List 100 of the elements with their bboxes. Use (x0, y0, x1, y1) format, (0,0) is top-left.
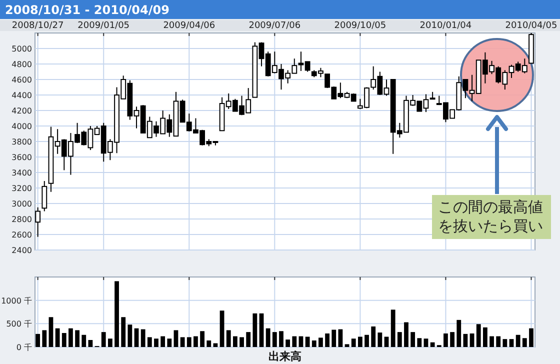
x-tick-label: 2009/01/05 (78, 21, 130, 31)
bar (529, 328, 534, 347)
y-tick-label: 1000 千 (1, 296, 32, 306)
y-tick-label: 2800 (12, 215, 32, 224)
y-tick-label: 3600 (12, 153, 32, 162)
bar (351, 338, 356, 347)
bar (36, 334, 40, 347)
bar (286, 340, 290, 347)
bar (312, 340, 316, 347)
bar (200, 331, 204, 347)
bar (114, 281, 119, 347)
bar (82, 334, 86, 347)
bar (134, 328, 139, 347)
bar (463, 334, 468, 347)
bar (108, 338, 112, 347)
bar (305, 336, 310, 347)
y-tick-label: 5000 (12, 44, 32, 54)
y-tick-label: 4800 (12, 60, 32, 69)
bar (371, 326, 376, 347)
bar (206, 340, 212, 347)
bar (292, 336, 297, 347)
bar (397, 332, 402, 347)
bar (378, 332, 382, 347)
bar (332, 330, 336, 347)
bar (417, 338, 422, 347)
x-tick-label: 2010/01/04 (420, 21, 472, 31)
x-axis-title: 出来高 (268, 350, 302, 363)
bar (450, 332, 454, 347)
y-tick-label: 0 千 (16, 343, 32, 352)
x-tick-label: 2009/07/06 (248, 21, 301, 31)
y-tick-label: 3400 (12, 168, 32, 178)
bar (121, 317, 126, 347)
x-tick-label: 2010/04/05 (505, 21, 558, 31)
bar (55, 328, 60, 347)
bar (246, 332, 251, 347)
bar (272, 332, 277, 347)
bar (259, 313, 264, 347)
y-tick-label: 3800 (12, 138, 32, 146)
x-tick-label: 2009/10/05 (334, 21, 386, 31)
bar (154, 338, 158, 347)
bar (364, 334, 369, 347)
bar (147, 337, 152, 347)
bar (140, 329, 146, 347)
bar (470, 333, 474, 347)
x-tick-label: 2009/04/06 (163, 21, 216, 31)
y-tick-label: 2600 (12, 230, 32, 240)
bar (186, 337, 192, 347)
bar (325, 333, 330, 347)
bar (68, 328, 73, 347)
bar (48, 317, 54, 347)
bar (358, 336, 362, 347)
y-tick-label: 3200 (12, 184, 32, 193)
bar (344, 344, 350, 347)
bar (390, 310, 396, 347)
bar (174, 330, 178, 347)
candlestick (42, 180, 48, 212)
y-tick-label: 4400 (12, 91, 32, 100)
bar (252, 313, 258, 347)
bar (194, 336, 198, 347)
bar (266, 328, 270, 347)
y-tick-label: 4200 (12, 106, 32, 116)
bar (240, 337, 244, 347)
y-tick-label: 4600 (12, 76, 32, 84)
bar (75, 330, 80, 347)
y-tick-label: 4000 (12, 122, 32, 131)
bar (522, 338, 527, 347)
bar (42, 330, 47, 347)
bar (476, 324, 481, 347)
y-tick-label: 2400 (12, 246, 32, 255)
bar (167, 338, 172, 347)
bar (220, 310, 224, 347)
chart-title: 2008/10/31 - 2010/04/09 (5, 3, 170, 17)
y-tick-label: 3000 (12, 200, 32, 208)
bar (509, 339, 514, 347)
bar (490, 336, 494, 347)
bar (496, 336, 501, 347)
y-tick-label: 500 千 (6, 320, 32, 329)
bar (430, 342, 435, 347)
bar (226, 330, 231, 347)
bar (101, 332, 106, 347)
annotation: この間の最高値を抜いたら買い (432, 195, 551, 239)
bar (62, 333, 66, 347)
bar (516, 334, 520, 347)
bar (180, 337, 185, 347)
bar (338, 329, 343, 347)
bar (456, 320, 462, 347)
bar (279, 331, 284, 347)
bar (410, 332, 416, 347)
bar (88, 340, 93, 347)
bar (232, 336, 238, 347)
bar (424, 338, 428, 347)
bar (502, 339, 508, 347)
bar (128, 324, 132, 347)
bar (482, 327, 488, 347)
bar (444, 333, 448, 347)
x-tick-label: 2008/10/27 (12, 21, 64, 31)
bar (384, 336, 389, 347)
bar (160, 336, 166, 347)
bar (404, 322, 408, 347)
bar (318, 338, 323, 347)
